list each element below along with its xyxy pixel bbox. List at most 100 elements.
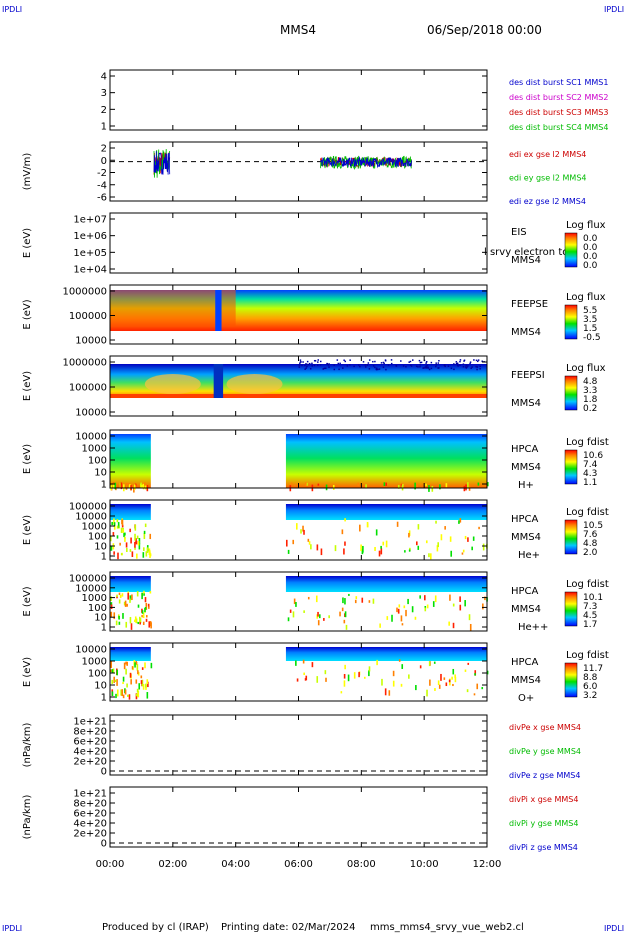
hpca-low-energy-mark: [128, 694, 131, 700]
feepsi-noise-dot: [308, 362, 311, 365]
feepsi-noise-dot: [420, 361, 423, 364]
hpca-low-energy-mark: [344, 664, 346, 670]
hpca-low-energy-mark: [391, 614, 393, 622]
panel-des-dist-burst: 4 3 2 1 des dist burst SC1 MMS1 des dist burs…: [101, 69, 608, 133]
y-tick-label: 10000: [75, 408, 107, 419]
colorbar-tick-label: 7.4: [583, 460, 598, 470]
y-tick-label: 0: [101, 839, 107, 850]
hpca-low-energy-mark: [302, 659, 305, 664]
hpca-low-energy-mark: [141, 615, 143, 618]
hpca-low-energy-mark: [324, 670, 327, 675]
hpca-low-energy-mark: [289, 609, 292, 613]
hpca-low-energy-mark: [440, 534, 443, 541]
feepsi-noise-dot: [353, 365, 355, 368]
hpca-low-energy-mark: [120, 553, 123, 556]
y-tick-label: 10: [94, 542, 107, 553]
feepsi-noise-dot: [479, 365, 481, 368]
hpca-low-energy-mark: [365, 484, 367, 489]
hpca-low-energy-mark: [134, 547, 136, 550]
edi-trace-z: [320, 156, 412, 169]
hpca-low-energy-mark: [115, 620, 118, 626]
y-tick-label: 10000: [75, 336, 107, 347]
hpca-low-energy-mark: [136, 664, 139, 671]
hpca-low-energy-mark: [463, 485, 466, 492]
side-label: H+: [518, 480, 534, 491]
feepsi-noise-dot: [343, 359, 345, 361]
feepsi-noise-dot: [385, 368, 387, 371]
hpca-low-energy-mark: [111, 521, 113, 526]
feepsi-noise-dot: [337, 362, 340, 365]
hpca-low-energy-mark: [303, 672, 305, 676]
hpca-low-energy-mark: [345, 624, 348, 630]
hpca-low-energy-mark: [117, 552, 119, 560]
colorbar: [564, 232, 578, 268]
feepsi-noise-dot: [366, 364, 369, 366]
feepsi-noise-dot: [328, 366, 330, 368]
feepsi-noise-dot: [374, 366, 376, 369]
feepsi-noise-dot: [328, 363, 330, 365]
hpca-low-energy-mark: [306, 482, 308, 486]
corner-label-bottom-left: IPDLI: [2, 924, 22, 933]
hpca-low-energy-mark: [304, 678, 307, 681]
hpca-low-energy-mark: [302, 525, 304, 532]
y-tick-label: 10: [94, 681, 107, 692]
feepsi-noise-dot: [298, 364, 301, 366]
edi-trace-z: [153, 151, 171, 175]
colorbar-tick-label: 1.1: [583, 478, 597, 488]
side-label: HPCA: [511, 586, 539, 597]
hpca-low-energy-mark: [386, 616, 389, 620]
hpca-low-energy-mark: [430, 553, 432, 560]
y-axis-label: E (eV): [22, 299, 33, 329]
hpca-low-energy-mark: [142, 684, 145, 690]
hpca-low-energy-mark: [149, 591, 152, 594]
hpca-low-energy-mark: [129, 598, 131, 603]
feepsi-noise-dot: [417, 366, 419, 368]
hpca-low-energy-mark: [409, 547, 411, 551]
hpca-low-energy-mark: [142, 552, 145, 558]
hpca-low-energy-mark: [130, 623, 133, 630]
hpca-low-energy-mark: [116, 535, 119, 539]
hpca-low-energy-mark: [287, 617, 290, 622]
feepsi-noise-dot: [299, 359, 302, 361]
colorbar-tick-label: -0.5: [583, 333, 601, 343]
colorbar-tick-label: 2.0: [583, 548, 598, 558]
feepsi-noise-dot: [349, 364, 351, 366]
feepsi-noise-dot: [428, 368, 431, 371]
feepsi-noise-dot: [459, 364, 461, 366]
hpca-low-energy-mark: [372, 598, 375, 604]
hpca-low-energy-mark: [123, 662, 126, 670]
hpca-low-energy-mark: [466, 689, 469, 693]
feepsi-noise-dot: [327, 363, 330, 366]
feepsi-noise-dot: [317, 359, 320, 361]
hpca-low-energy-mark: [135, 679, 138, 684]
feepsi-noise-dot: [374, 360, 376, 363]
hpca-low-energy-mark: [464, 669, 467, 672]
corner-label-top-right: IPDLI: [604, 5, 624, 14]
y-tick-label: 1: [101, 480, 107, 491]
feepsi-noise-dot: [438, 367, 440, 369]
hpca-low-energy-mark: [308, 541, 311, 545]
feepsi-noise-dot: [307, 363, 310, 366]
overlay-text: l srvy electron to: [484, 247, 568, 258]
hpca-low-energy-mark: [129, 616, 132, 624]
feepsi-noise-dot: [400, 360, 402, 362]
hpca-low-energy-mark: [125, 668, 127, 675]
hpca-low-energy-mark: [444, 526, 446, 530]
y-tick-label: -4: [97, 180, 107, 191]
hpca-low-energy-mark: [340, 691, 343, 694]
hpca-low-energy-mark: [296, 678, 299, 682]
y-tick-label: 4: [101, 72, 107, 83]
hpca-low-energy-mark: [129, 595, 132, 601]
hpca-low-energy-mark: [344, 598, 346, 605]
legend-entry: des dist burst SC3 MMS3: [509, 108, 608, 117]
colorbar-tick-label: 0.2: [583, 404, 597, 414]
hpca-low-energy-mark: [121, 689, 124, 697]
hpca-low-energy-mark: [357, 482, 359, 487]
feepsi-noise-dot: [479, 368, 481, 370]
y-tick-label: 8e+20: [73, 727, 107, 738]
hpca-low-energy-mark: [408, 549, 411, 552]
hpca-low-energy-mark: [426, 604, 429, 609]
